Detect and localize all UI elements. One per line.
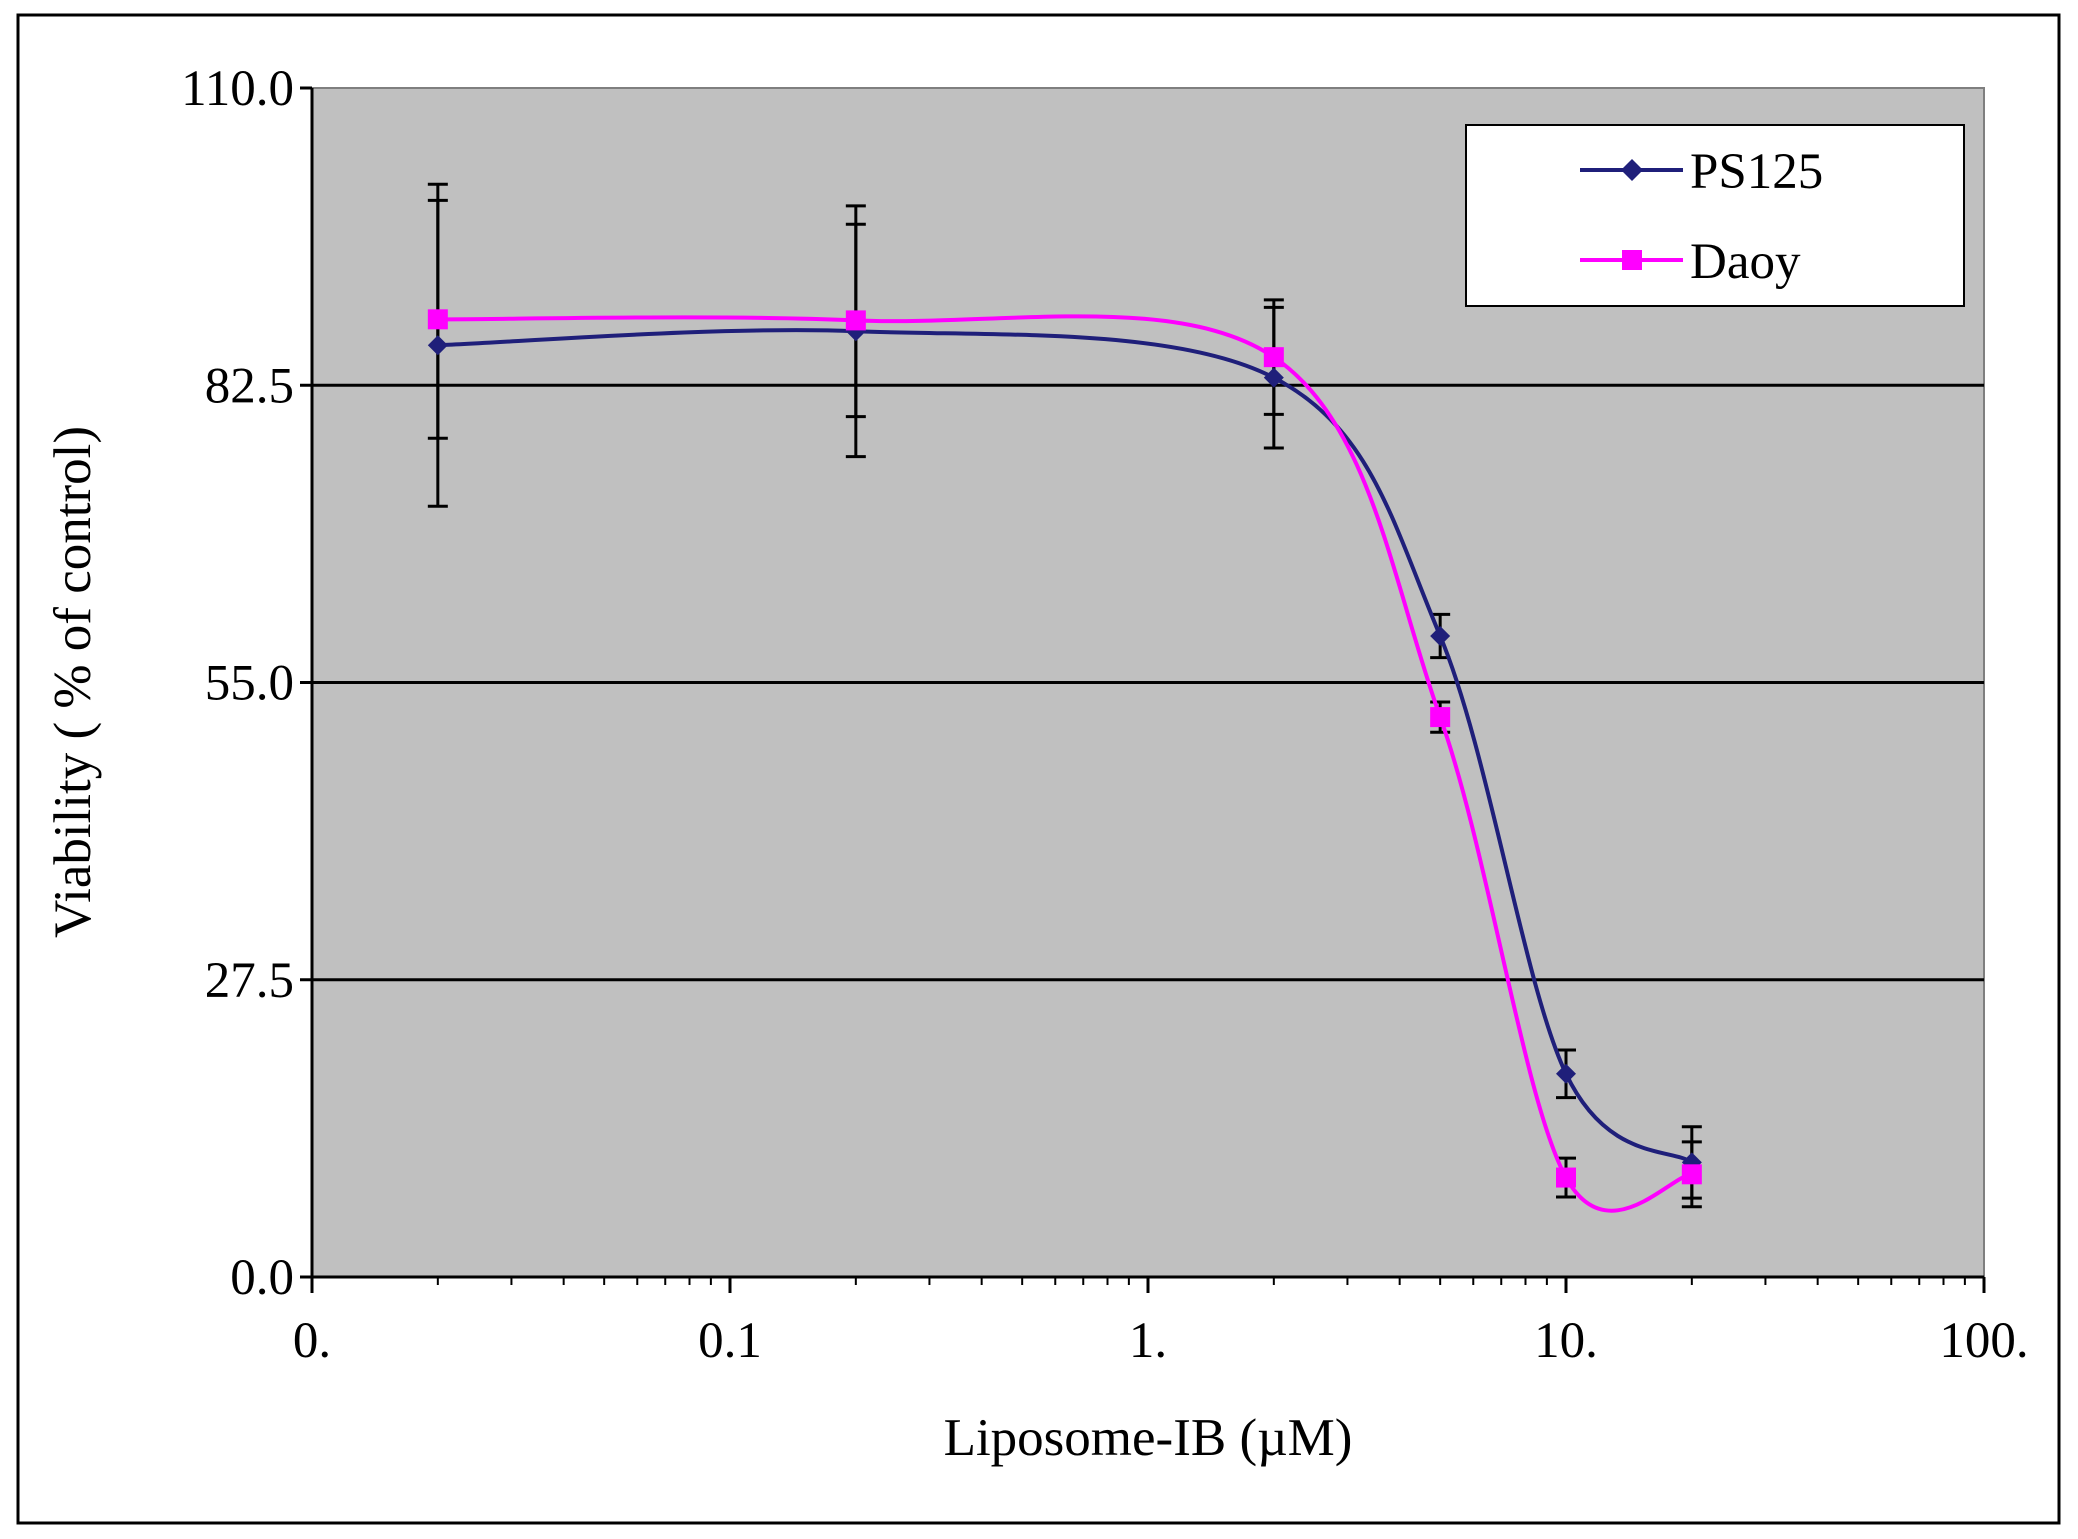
x-tick-label: 100. bbox=[1939, 1313, 2028, 1369]
y-tick-label: 55.0 bbox=[205, 656, 294, 712]
x-tick-label: 0. bbox=[293, 1313, 331, 1369]
legend-marker-daoy bbox=[1622, 250, 1642, 270]
y-tick-label: 82.5 bbox=[205, 358, 294, 414]
y-tick-label: 27.5 bbox=[205, 953, 294, 1009]
data-point-daoy bbox=[1263, 347, 1284, 368]
data-point-daoy bbox=[1430, 707, 1451, 728]
legend-box bbox=[1465, 124, 1965, 307]
legend: PS125 Daoy bbox=[1465, 124, 1965, 307]
tick-labels: 0.0 27.5 55.0 82.5 110.0 0. 0.1 1. 10. 100. bbox=[181, 61, 2028, 1369]
y-tick-label: 0.0 bbox=[230, 1250, 294, 1306]
series-line-ps125 bbox=[437, 328, 1693, 1165]
data-point-ps125 bbox=[1263, 367, 1284, 388]
data-point-daoy bbox=[1681, 1164, 1702, 1185]
data-point-daoy bbox=[1556, 1167, 1576, 1188]
x-tick-label: 10. bbox=[1534, 1313, 1598, 1369]
x-tick-label: 0.1 bbox=[698, 1313, 762, 1369]
grid-lines bbox=[312, 383, 1984, 982]
data-point-daoy bbox=[427, 309, 448, 330]
legend-marker-ps125 bbox=[1621, 159, 1643, 181]
y-axis-title: Viability ( % of control) bbox=[44, 426, 102, 938]
y-tick-label: 110.0 bbox=[181, 61, 294, 117]
legend-label-daoy: Daoy bbox=[1690, 234, 1801, 290]
data-point-ps125 bbox=[1556, 1063, 1576, 1084]
x-axis-title: Liposome-IB (µM) bbox=[944, 1409, 1353, 1467]
x-tick-label: 1. bbox=[1129, 1313, 1167, 1369]
data-point-ps125 bbox=[427, 335, 448, 356]
data-point-daoy bbox=[845, 310, 866, 331]
legend-label-ps125: PS125 bbox=[1690, 144, 1823, 200]
data-series bbox=[427, 309, 1702, 1213]
data-point-ps125 bbox=[1430, 626, 1451, 647]
axes bbox=[300, 86, 1986, 1293]
